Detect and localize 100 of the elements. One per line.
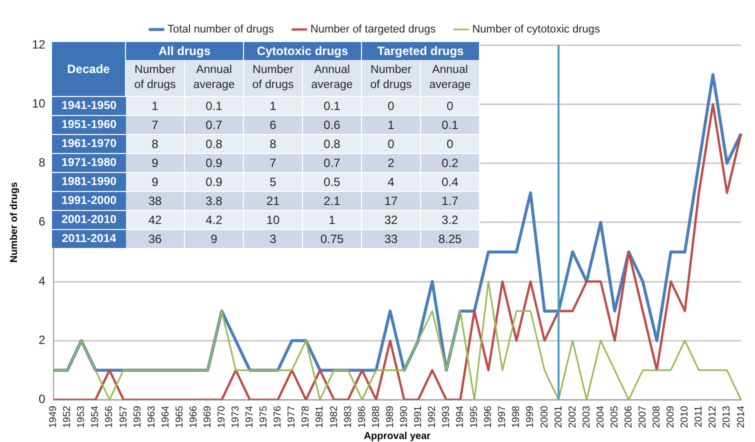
- data-label: 3.8: [185, 191, 244, 210]
- x-tick-label: 1978: [300, 405, 312, 428]
- data-label: 2: [362, 153, 421, 172]
- x-tick-label: 2001: [553, 405, 564, 428]
- data-label: 9: [126, 172, 185, 191]
- data-label: 38: [126, 191, 185, 210]
- data-label: 0.4: [421, 172, 480, 191]
- x-tick-label: 1974: [244, 405, 256, 428]
- x-tick-label: 1977: [286, 405, 298, 428]
- data-label: 6: [244, 115, 303, 134]
- data-label: 1: [362, 115, 421, 134]
- x-tick-label: 2007: [638, 405, 649, 428]
- x-tick-label: 1949: [48, 405, 60, 428]
- x-tick-label: 1973: [230, 405, 242, 428]
- y-tick-label: 1951-1960: [52, 115, 126, 134]
- x-tick-label: Number of drugs: [362, 60, 421, 96]
- x-tick-label: 1975: [258, 405, 270, 428]
- data-label: 10: [244, 210, 303, 229]
- x-tick-label: Annual average: [421, 60, 480, 96]
- data-label: 0: [421, 96, 480, 115]
- data-label: 0.2: [421, 153, 480, 172]
- x-tick-label: 1998: [511, 405, 522, 428]
- y-tick-label: 2: [38, 332, 46, 347]
- data-label: 0.8: [303, 134, 362, 153]
- data-label: 1: [303, 210, 362, 229]
- x-tick-label: 1959: [132, 405, 144, 428]
- data-label: 0: [362, 134, 421, 153]
- data-label: 8.25: [421, 229, 480, 248]
- x-tick-label: 2014: [736, 405, 747, 428]
- data-label: 36: [126, 229, 185, 248]
- y-tick-label: 1981-1990: [52, 172, 126, 191]
- data-label: 0.9: [185, 153, 244, 172]
- data-label: 42: [126, 210, 185, 229]
- data-label: 0.5: [303, 172, 362, 191]
- x-tick-label: Annual average: [185, 60, 244, 96]
- legend-label: Number of targeted drugs: [310, 24, 436, 36]
- x-tick-label: 2006: [623, 405, 634, 428]
- x-tick-label: 1993: [441, 405, 452, 428]
- legend-label: Total number of drugs: [167, 24, 274, 36]
- data-label: 33: [362, 229, 421, 248]
- x-tick-label: 1990: [398, 405, 410, 428]
- x-tick-label: 1954: [90, 405, 102, 428]
- data-label: 7: [244, 153, 303, 172]
- x-tick-label: 1966: [188, 405, 200, 428]
- y-tick-label: 4: [38, 274, 46, 288]
- y-tick-label: 10: [32, 96, 46, 110]
- y-tick-label: 12: [32, 37, 46, 52]
- x-tick-label: 1995: [469, 405, 480, 428]
- x-tick-label: 2005: [609, 405, 620, 428]
- data-label: 0.7: [185, 115, 244, 134]
- data-label: 17: [362, 191, 421, 210]
- data-label: 9: [185, 229, 244, 248]
- y-axis-title: Number of drugs: [8, 182, 20, 263]
- x-tick-label: 1956: [104, 405, 116, 428]
- data-label: 0.1: [421, 115, 480, 134]
- data-label: 1.7: [421, 191, 480, 210]
- x-tick-label: 1982: [328, 405, 340, 428]
- data-label: 8: [126, 134, 185, 153]
- data-label: 0.75: [303, 229, 362, 248]
- x-tick-label: 1992: [427, 405, 438, 428]
- data-label: 32: [362, 210, 421, 229]
- y-tick-label: 0: [38, 392, 46, 406]
- data-label: 0.9: [185, 172, 244, 191]
- data-label: 1: [244, 96, 303, 115]
- x-tick-label: Number of drugs: [244, 60, 303, 96]
- data-label: 0: [362, 96, 421, 115]
- x-tick-label: 1952: [62, 405, 74, 428]
- x-tick-label: 1997: [497, 405, 508, 428]
- x-tick-label: 1965: [174, 405, 186, 428]
- data-label: 4: [362, 172, 421, 191]
- x-tick-label: 1953: [76, 405, 88, 428]
- data-label: 3.2: [421, 210, 480, 229]
- y-tick-label: 6: [38, 214, 46, 229]
- legend-label: Number of cytotoxic drugs: [472, 24, 601, 36]
- y-tick-label: 8: [38, 156, 46, 170]
- x-tick-label: 1991: [412, 405, 424, 428]
- data-label: 5: [244, 172, 303, 191]
- x-tick-label: 1988: [370, 405, 382, 428]
- x-tick-label: 1986: [356, 405, 368, 428]
- x-tick-label: 1994: [455, 405, 466, 428]
- x-tick-label: 2002: [567, 405, 578, 428]
- x-tick-label: 1996: [483, 405, 494, 428]
- x-tick-label: 1999: [525, 405, 536, 428]
- data-label: 7: [126, 115, 185, 134]
- x-tick-label: Number of drugs: [126, 60, 185, 96]
- x-tick-label: 2004: [595, 405, 606, 428]
- x-tick-label: 2003: [581, 405, 592, 428]
- y-tick-label: 1941-1950: [52, 96, 126, 115]
- x-tick-label: Annual average: [303, 60, 362, 96]
- x-tick-label: 2011: [694, 405, 705, 428]
- data-label: 0.1: [185, 96, 244, 115]
- data-label: 2.1: [303, 191, 362, 210]
- data-label: 1: [126, 96, 185, 115]
- x-tick-label: 1963: [146, 405, 158, 428]
- y-axis-title: Decade: [52, 42, 126, 96]
- y-tick-label: 1971-1980: [52, 153, 126, 172]
- x-tick-label: 1981: [314, 405, 326, 428]
- y-tick-label: 2001-2010: [52, 210, 126, 229]
- x-tick-label: 1957: [118, 405, 130, 428]
- x-tick-label: 1976: [272, 405, 284, 428]
